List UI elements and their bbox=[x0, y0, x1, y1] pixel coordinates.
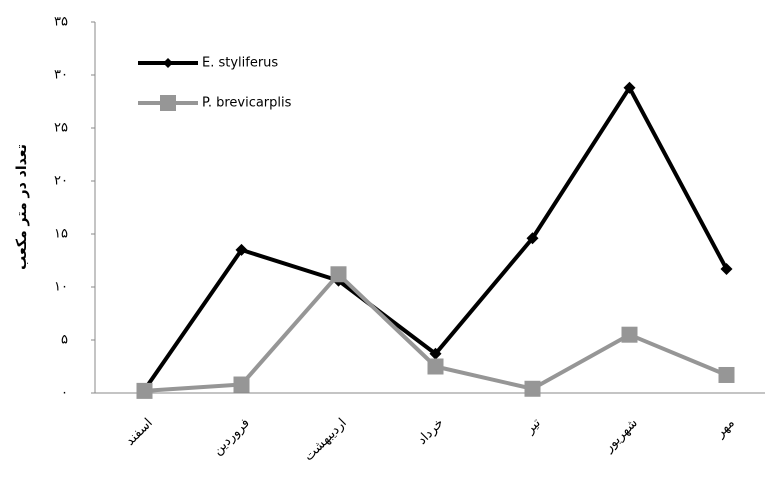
y-tick-label: ۰ bbox=[61, 386, 68, 401]
data-point bbox=[524, 380, 541, 397]
legend-label: E. styliferus bbox=[202, 56, 278, 71]
y-tick-label: ۲۰ bbox=[54, 174, 68, 189]
data-point bbox=[233, 376, 250, 393]
legend-marker bbox=[160, 95, 176, 111]
data-point bbox=[621, 326, 638, 343]
y-tick-label: ۳۰ bbox=[54, 68, 68, 83]
data-point bbox=[427, 358, 444, 375]
data-point bbox=[623, 81, 636, 94]
data-point bbox=[136, 382, 153, 399]
series-line bbox=[142, 85, 729, 391]
y-axis-label: تعداد در متر مکعب bbox=[14, 144, 30, 270]
legend-label: P. brevicarplis bbox=[202, 96, 292, 111]
data-point bbox=[720, 262, 733, 275]
x-tick-label: تیر bbox=[522, 415, 544, 437]
y-tick-label: ۲۵ bbox=[54, 121, 68, 136]
x-tick-label: شهریور bbox=[601, 416, 641, 456]
y-tick-label: ۱۵ bbox=[54, 227, 68, 242]
x-tick-label: خرداد bbox=[415, 416, 447, 448]
x-tick-label: اردیبهشت bbox=[301, 416, 349, 464]
data-point bbox=[235, 243, 248, 256]
data-point bbox=[526, 232, 539, 245]
x-tick-label: مهر bbox=[712, 416, 738, 442]
y-tick-label: ۳۵ bbox=[54, 15, 68, 30]
data-point bbox=[330, 266, 347, 283]
y-tick-label: ۱۰ bbox=[54, 280, 68, 295]
y-tick-label: ۵ bbox=[61, 333, 68, 348]
legend-marker bbox=[163, 58, 173, 68]
x-tick-label: فروردین bbox=[210, 416, 253, 459]
data-point bbox=[429, 347, 442, 360]
x-tick-label: اسفند bbox=[123, 416, 156, 449]
data-point bbox=[718, 366, 735, 383]
